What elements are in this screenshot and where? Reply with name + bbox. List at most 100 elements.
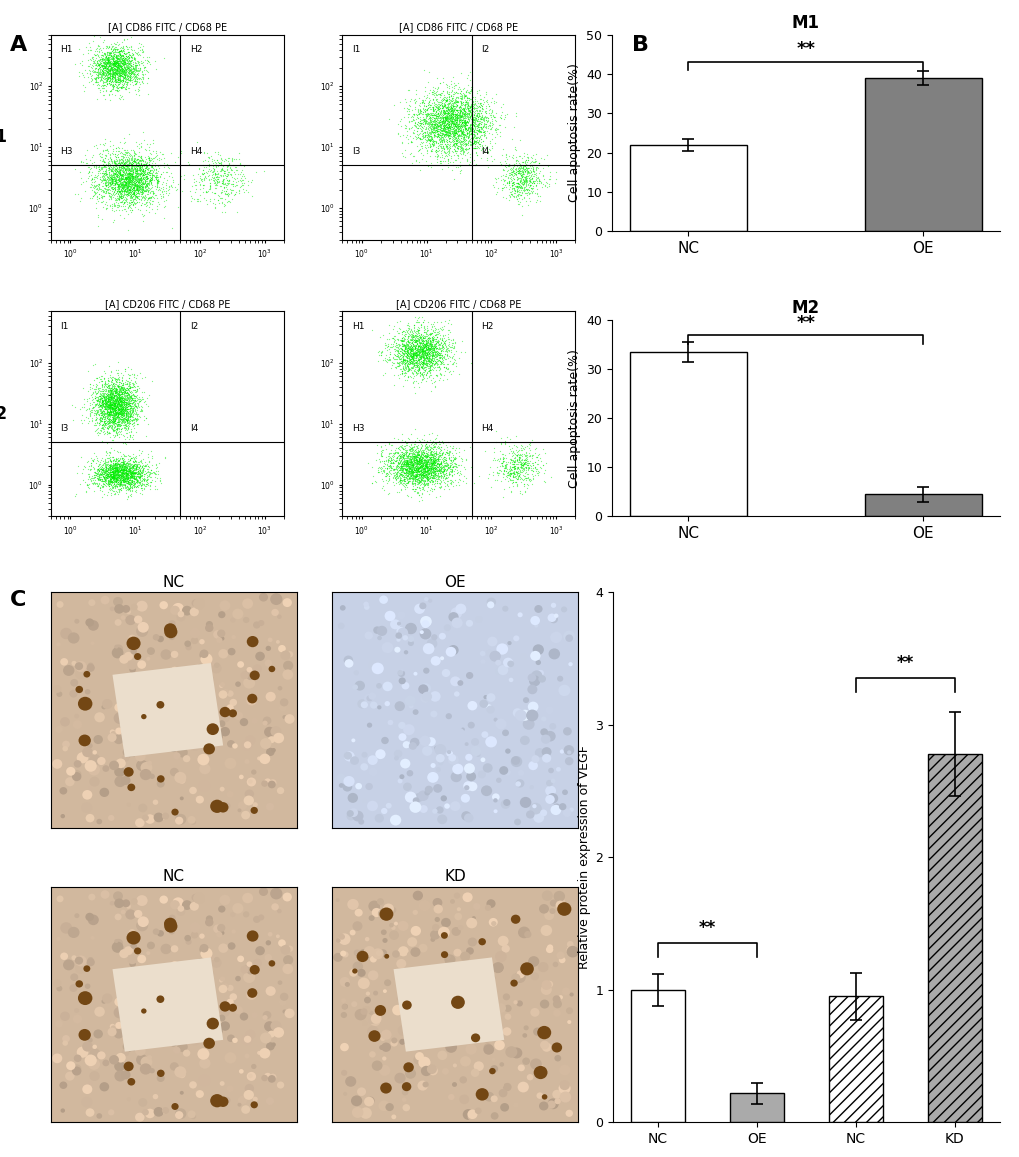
Point <box>386 331 403 349</box>
Point <box>218 167 234 185</box>
Point <box>108 463 124 481</box>
Point <box>443 104 460 123</box>
Point <box>417 336 433 354</box>
Point <box>404 352 420 370</box>
Point <box>472 101 488 119</box>
Point <box>386 463 403 481</box>
Point <box>114 69 130 88</box>
Point <box>114 404 130 422</box>
Point <box>459 98 475 117</box>
Point <box>444 348 461 367</box>
Point <box>416 341 432 360</box>
Point <box>420 337 436 355</box>
Point <box>413 447 429 465</box>
Point <box>117 454 133 472</box>
Point <box>421 458 437 477</box>
Point <box>140 160 156 178</box>
Point <box>128 193 145 212</box>
Circle shape <box>83 1084 93 1095</box>
Point <box>115 178 131 197</box>
Point <box>506 458 523 477</box>
Point <box>106 400 122 419</box>
Point <box>102 66 118 84</box>
Point <box>407 459 423 478</box>
Point <box>107 62 123 81</box>
Point <box>425 126 441 145</box>
Point <box>444 118 461 137</box>
Point <box>425 134 441 153</box>
Point <box>102 65 118 83</box>
Point <box>111 170 127 189</box>
Point <box>119 178 136 197</box>
Point <box>102 460 118 479</box>
Point <box>115 155 131 174</box>
Point <box>404 348 420 367</box>
Point <box>442 104 459 123</box>
Point <box>442 451 459 470</box>
Point <box>430 103 446 121</box>
Point <box>405 352 421 370</box>
Point <box>119 73 136 91</box>
Point <box>94 67 110 86</box>
Point <box>521 459 537 478</box>
Point <box>437 108 453 126</box>
Point <box>431 460 447 479</box>
Point <box>416 444 432 463</box>
Point <box>104 389 120 407</box>
Point <box>126 147 143 165</box>
Point <box>458 113 474 132</box>
Point <box>116 42 132 60</box>
Point <box>511 164 527 183</box>
Circle shape <box>83 1041 93 1052</box>
Point <box>427 348 443 367</box>
Point <box>100 406 116 425</box>
Point <box>505 170 522 189</box>
Point <box>73 405 90 423</box>
Point <box>421 147 437 165</box>
Point <box>109 411 125 429</box>
Point <box>209 171 225 190</box>
Circle shape <box>283 661 293 671</box>
Point <box>118 384 135 403</box>
Point <box>408 346 424 364</box>
Point <box>424 98 440 117</box>
Point <box>415 368 431 386</box>
Point <box>382 345 398 363</box>
Circle shape <box>365 937 369 942</box>
Point <box>97 76 113 95</box>
Point <box>224 171 240 190</box>
Point <box>433 349 449 368</box>
Point <box>111 65 127 83</box>
Point <box>458 134 474 153</box>
Point <box>512 169 528 187</box>
Point <box>94 57 110 75</box>
Point <box>119 465 136 484</box>
Point <box>414 341 430 360</box>
Point <box>94 398 110 417</box>
Point <box>422 464 438 482</box>
Point <box>117 161 133 179</box>
Circle shape <box>97 819 102 824</box>
Point <box>391 452 408 471</box>
Point <box>95 474 111 493</box>
Circle shape <box>177 1041 187 1052</box>
Point <box>444 339 461 358</box>
Point <box>129 147 146 165</box>
Point <box>517 464 533 482</box>
Point <box>141 163 157 182</box>
Point <box>408 460 424 479</box>
Point <box>414 358 430 376</box>
Point <box>461 135 477 154</box>
Point <box>119 163 136 182</box>
Circle shape <box>136 1054 148 1066</box>
Point <box>426 371 442 390</box>
Point <box>94 392 110 411</box>
Point <box>511 448 527 466</box>
Point <box>432 342 448 361</box>
Point <box>434 101 450 119</box>
Point <box>411 432 427 450</box>
Point <box>430 323 446 341</box>
Point <box>405 326 421 345</box>
Point <box>422 338 438 356</box>
Circle shape <box>418 790 428 801</box>
